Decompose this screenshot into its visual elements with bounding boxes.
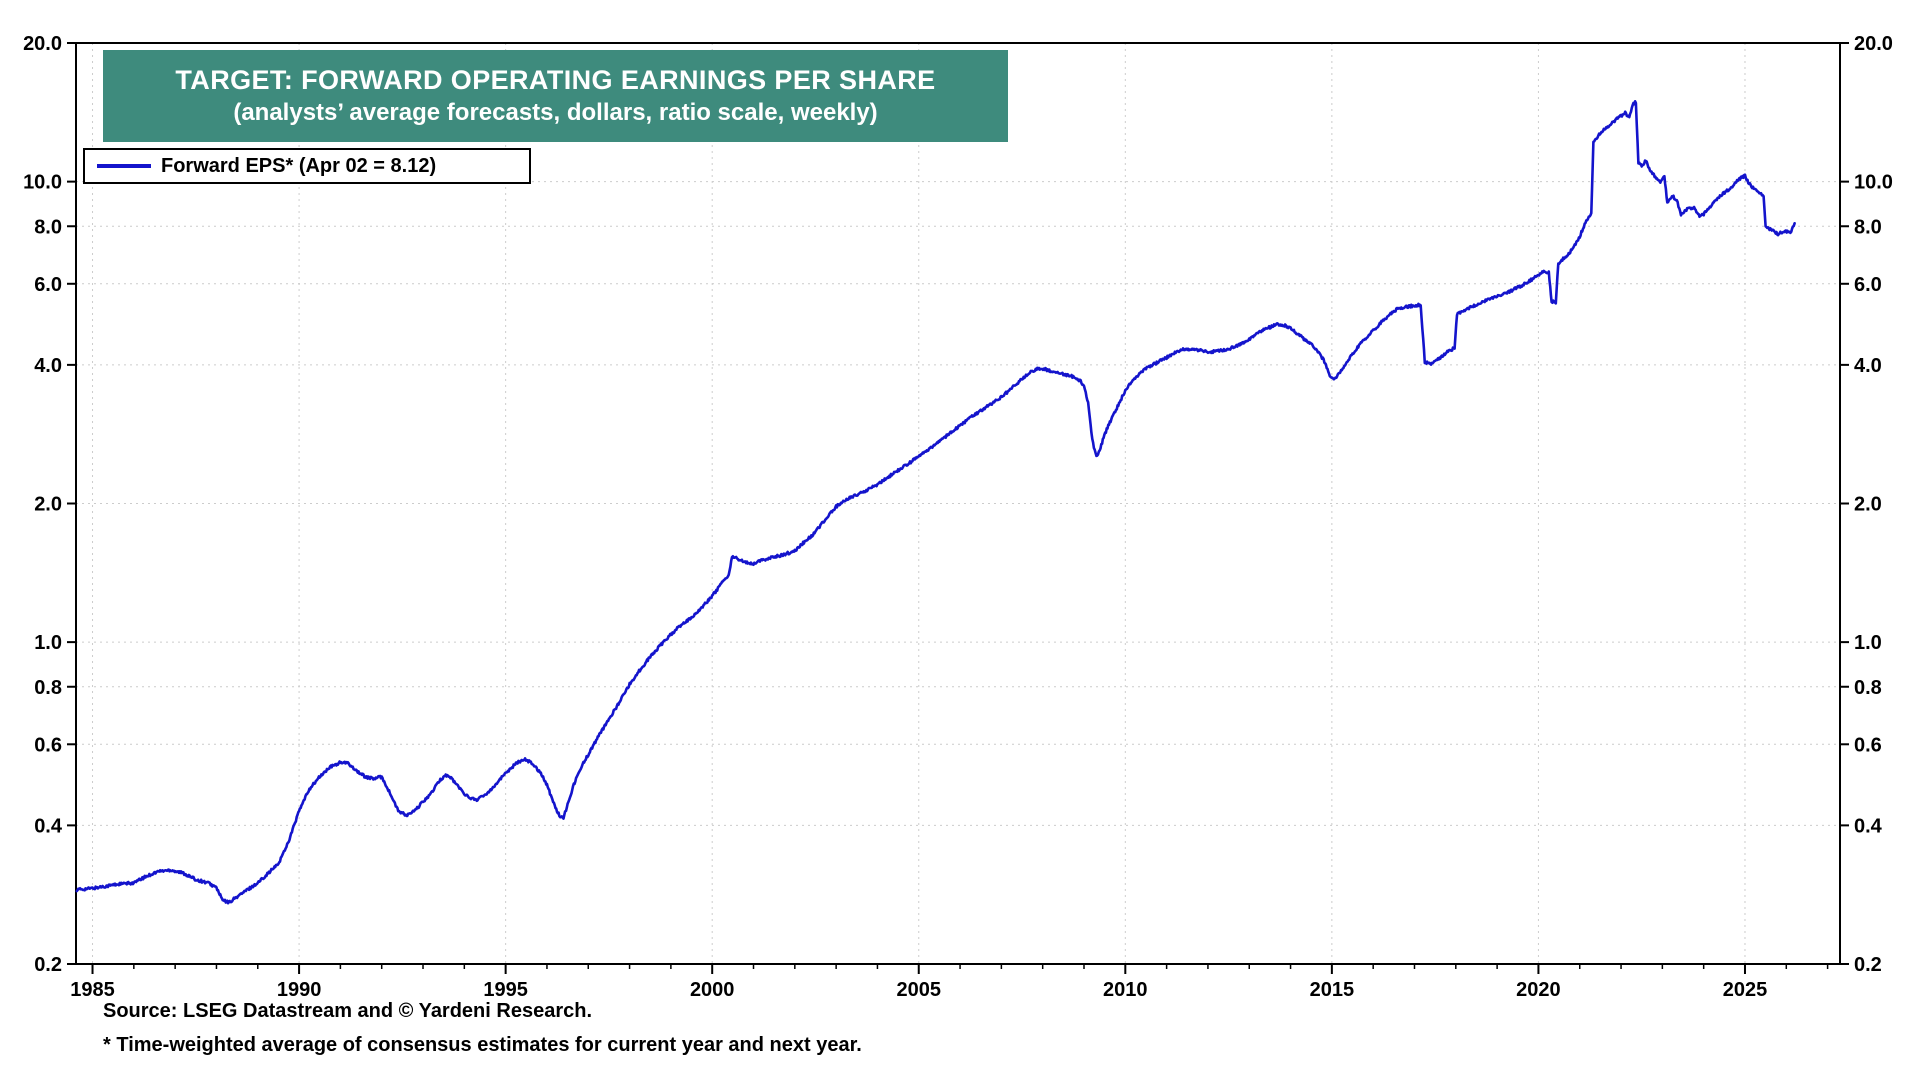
y-axis-tick-label-left: 0.6 (34, 734, 62, 756)
y-axis-tick-label-left: 2.0 (34, 494, 62, 516)
legend-box: Forward EPS* (Apr 02 = 8.12) (83, 148, 531, 184)
y-axis-tick-label-left: 0.2 (34, 954, 62, 976)
chart-title-box: TARGET: FORWARD OPERATING EARNINGS PER S… (103, 50, 1008, 142)
y-axis-tick-label-left: 1.0 (34, 632, 62, 654)
y-axis-tick-label-right: 0.8 (1854, 677, 1882, 699)
y-axis-tick-label-left: 20.0 (23, 33, 62, 55)
forward-eps-line (75, 100, 1796, 905)
x-axis-tick-label: 2010 (1103, 979, 1148, 1001)
chart-title: TARGET: FORWARD OPERATING EARNINGS PER S… (175, 65, 936, 96)
x-axis-tick-label: 2020 (1516, 979, 1561, 1001)
y-axis-tick-label-left: 0.8 (34, 677, 62, 699)
x-axis-tick-label: 2025 (1723, 979, 1768, 1001)
y-axis-tick-label-left: 4.0 (34, 355, 62, 377)
y-axis-tick-label-right: 0.4 (1854, 815, 1883, 837)
x-axis-tick-label: 1995 (483, 979, 528, 1001)
x-axis-tick-label: 1985 (70, 979, 115, 1001)
y-axis-tick-label-right: 10.0 (1854, 172, 1893, 194)
y-axis-tick-label-right: 4.0 (1854, 355, 1882, 377)
y-axis-tick-label-right: 6.0 (1854, 274, 1882, 296)
footer-note: * Time-weighted average of consensus est… (103, 1034, 862, 1056)
y-axis-tick-label-left: 8.0 (34, 216, 62, 238)
chart-subtitle: (analysts’ average forecasts, dollars, r… (233, 98, 878, 126)
x-axis-tick-label: 1990 (277, 979, 322, 1001)
y-axis-tick-label-left: 10.0 (23, 172, 62, 194)
x-axis-tick-label: 2000 (690, 979, 735, 1001)
legend-label: Forward EPS* (Apr 02 = 8.12) (161, 154, 437, 177)
footer-source: Source: LSEG Datastream and © Yardeni Re… (103, 1000, 593, 1022)
y-axis-tick-label-left: 6.0 (34, 274, 62, 296)
legend-line-sample (97, 164, 151, 168)
y-axis-tick-label-right: 20.0 (1854, 33, 1893, 55)
x-axis-tick-label: 2015 (1310, 979, 1355, 1001)
y-axis-tick-label-right: 0.2 (1854, 954, 1882, 976)
y-axis-tick-label-right: 2.0 (1854, 494, 1882, 516)
y-axis-tick-label-right: 8.0 (1854, 216, 1882, 238)
y-axis-tick-label-right: 1.0 (1854, 632, 1882, 654)
y-axis-tick-label-left: 0.4 (34, 815, 63, 837)
y-axis-tick-label-right: 0.6 (1854, 734, 1882, 756)
x-axis-tick-label: 2005 (897, 979, 942, 1001)
